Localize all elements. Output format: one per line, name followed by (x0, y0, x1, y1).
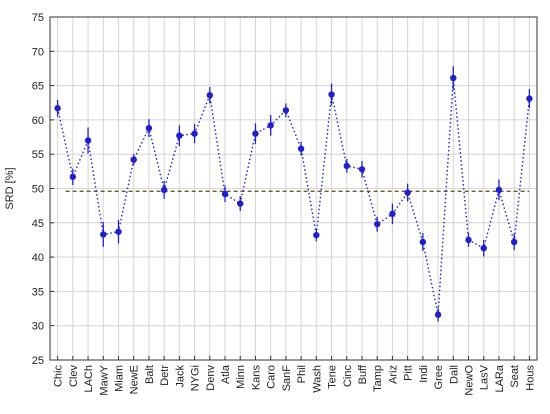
data-point (221, 190, 229, 198)
series-line (56, 77, 531, 315)
data-point (206, 92, 213, 99)
data-point (434, 311, 442, 318)
x-tick-label: Miam (113, 365, 125, 392)
data-point (526, 95, 533, 102)
data-point (84, 137, 92, 144)
x-tick-label: Gree (433, 365, 445, 389)
y-axis-ticks: 25 30 35 40 45 50 55 60 65 70 75 (32, 12, 54, 367)
data-point (358, 166, 366, 173)
x-tick-label: Indi (418, 365, 430, 383)
data-point (374, 220, 381, 228)
data-point (419, 238, 427, 246)
y-tick-label: 65 (32, 81, 44, 93)
data-point (297, 145, 305, 152)
y-tick-label: 75 (32, 12, 44, 24)
x-tick-label: Chic (53, 365, 65, 388)
y-tick-label: 45 (32, 218, 44, 230)
x-tick-label: Atla (220, 364, 232, 384)
data-point (115, 228, 122, 235)
x-tick-label: Jack (174, 365, 186, 388)
data-point (176, 132, 183, 139)
y-tick-label: 60 (32, 115, 44, 127)
data-point (191, 130, 198, 137)
x-tick-label: Minn (235, 365, 247, 389)
x-tick-label: Kans (250, 365, 262, 391)
x-tick-label: Cinc (342, 365, 354, 388)
x-tick-label: Tene (327, 365, 339, 389)
y-tick-label: 35 (32, 286, 44, 298)
x-axis-ticks: Chic Clev LACh MawY Miam NewE Balt Detr Jack NYGi… (53, 356, 536, 396)
data-point (465, 236, 472, 244)
data-point (100, 231, 107, 238)
data-point (328, 91, 335, 98)
y-tick-label: 55 (32, 149, 44, 161)
data-point (450, 74, 457, 82)
x-tick-label: Seat (509, 365, 521, 388)
x-tick-label: Dall (448, 365, 460, 384)
grid-lines (50, 16, 537, 361)
series-layer (54, 66, 533, 322)
x-tick-label: Wash (311, 365, 323, 393)
y-tick-label: 70 (32, 46, 44, 58)
data-point (267, 122, 274, 129)
data-point (480, 244, 487, 252)
x-tick-label: Phil (296, 365, 308, 383)
data-point (389, 210, 396, 218)
data-point (145, 124, 153, 132)
x-tick-label: LACh (83, 365, 95, 393)
x-tick-label: Balt (144, 365, 156, 384)
x-tick-label: Hous (524, 365, 536, 391)
data-point (404, 189, 411, 196)
y-tick-label: 50 (32, 184, 44, 196)
data-point (237, 200, 244, 207)
data-point (69, 173, 77, 181)
data-point (343, 162, 350, 170)
x-tick-label: Clev (68, 365, 80, 388)
data-point (510, 238, 518, 246)
x-tick-label: Ariz (387, 365, 399, 384)
data-point (252, 130, 259, 137)
x-tick-label: Buff (357, 364, 369, 384)
data-point (130, 156, 137, 163)
x-tick-label: LasV (479, 364, 491, 390)
x-tick-label: Detr (159, 365, 171, 386)
x-tick-label: NewO (464, 365, 476, 396)
y-tick-label: 40 (32, 252, 44, 264)
x-tick-label: Caro (266, 365, 278, 389)
x-tick-label: Pitt (403, 365, 415, 381)
data-point (160, 186, 168, 194)
x-tick-label: SanF (281, 365, 293, 392)
data-point (495, 186, 503, 194)
y-tick-label: 30 (32, 321, 44, 333)
x-tick-label: NewE (129, 365, 141, 394)
x-tick-label: NYGi (190, 365, 202, 391)
y-tick-label: 25 (32, 355, 44, 367)
x-tick-label: Tamp (372, 365, 384, 392)
data-point (313, 231, 320, 239)
y-axis-label: SRD [%] (4, 167, 16, 209)
data-point (54, 105, 61, 112)
x-tick-label: Denv (205, 365, 217, 391)
data-point (282, 107, 290, 114)
x-tick-label: MawY (98, 364, 110, 395)
x-tick-label: LARa (494, 364, 506, 392)
